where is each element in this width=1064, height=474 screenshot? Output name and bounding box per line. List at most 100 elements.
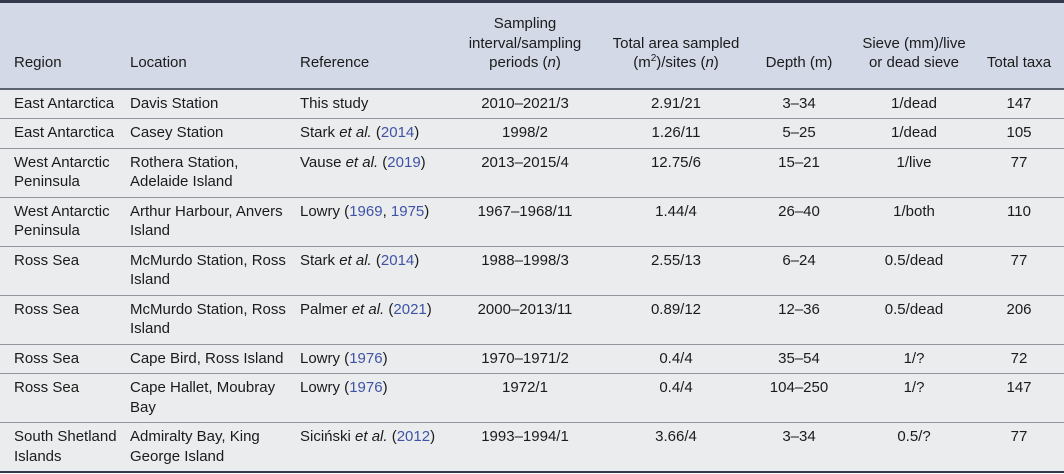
cell-area: 1.26/11 [608,118,744,148]
cell-region: West Antarctic Peninsula [0,196,126,246]
cell-taxa: 147 [974,88,1064,119]
citation-year-link[interactable]: 2019 [387,153,421,171]
cell-depth: 15–21 [744,147,854,197]
cell-depth: 104–250 [744,373,854,423]
cell-reference: Lowry (1976) [296,373,442,423]
cell-depth: 35–54 [744,343,854,374]
cell-location: Admiralty Bay, King George Island [126,422,296,472]
cell-sieve: 0.5/? [854,422,974,472]
cell-sieve: 1/both [854,196,974,246]
cell-taxa: 105 [974,118,1064,148]
column-header-location: Location [126,1,296,90]
cell-taxa: 147 [974,373,1064,423]
table-row: South Shetland Islands Admiralty Bay, Kin… [0,422,1064,472]
table-header: Region Location Reference Sampling interval… [0,1,1064,90]
cell-reference: Lowry (1969, 1975) [296,196,442,246]
cell-area: 0.4/4 [608,373,744,423]
cell-reference: Palmer et al. (2021) [296,294,442,344]
cell-area: 2.91/21 [608,88,744,119]
cell-sampling: 1970–1971/2 [442,343,608,374]
cell-reference: Vause et al. (2019) [296,147,442,197]
cell-location: McMurdo Station, Ross Island [126,294,296,344]
cell-area: 0.4/4 [608,343,744,374]
citation-year-link[interactable]: 1976 [349,349,383,367]
cell-depth: 3–34 [744,88,854,119]
cell-region: South Shetland Islands [0,422,126,472]
cell-location: Casey Station [126,118,296,148]
citation-year-link[interactable]: 1969 [349,202,383,220]
cell-reference: Lowry (1976) [296,343,442,374]
cell-location: Davis Station [126,88,296,119]
cell-sampling: 2000–2013/11 [442,294,608,344]
cell-reference: This study [296,88,442,119]
cell-reference: Stark et al. (2014) [296,118,442,148]
cell-region: Ross Sea [0,343,126,374]
cell-location: Rothera Station, Adelaide Island [126,147,296,197]
cell-region: Ross Sea [0,294,126,344]
cell-area: 0.89/12 [608,294,744,344]
column-header-sieve: Sieve (mm)/live or dead sieve [854,1,974,90]
citation-year-link[interactable]: 1975 [390,202,425,220]
citation-year-link[interactable]: 2014 [380,251,415,269]
cell-taxa: 110 [974,196,1064,246]
cell-depth: 26–40 [744,196,854,246]
table-row: Ross Sea Cape Hallet, Moubray Bay Lowry (1… [0,373,1064,423]
cell-sampling: 1972/1 [442,373,608,423]
citation-year-link[interactable]: 2021 [393,300,427,318]
cell-sieve: 0.5/dead [854,294,974,344]
cell-sampling: 1998/2 [442,118,608,148]
table-row: Ross Sea McMurdo Station, Ross Island Star… [0,245,1064,295]
cell-reference: Siciński et al. (2012) [296,422,442,472]
cell-sampling: 2010–2021/3 [442,88,608,119]
cell-taxa: 206 [974,294,1064,344]
cell-area: 3.66/4 [608,422,744,472]
cell-region: West Antarctic Peninsula [0,147,126,197]
cell-reference: Stark et al. (2014) [296,245,442,295]
table-row: West Antarctic Peninsula Rothera Station,… [0,147,1064,197]
cell-depth: 3–34 [744,422,854,472]
header-row: Region Location Reference Sampling interval… [0,1,1064,90]
cell-sieve: 1/live [854,147,974,197]
column-header-area: Total area sampled (m2)/sites (n) [608,1,744,90]
cell-sieve: 1/? [854,373,974,423]
cell-area: 1.44/4 [608,196,744,246]
column-header-region: Region [0,1,126,90]
cell-sieve: 1/dead [854,118,974,148]
citation-year-link[interactable]: 1976 [349,379,383,396]
cell-depth: 6–24 [744,245,854,295]
table-body: East Antarctica Davis Station This study 20… [0,88,1064,472]
column-header-reference: Reference [296,1,442,90]
cell-location: Cape Bird, Ross Island [126,343,296,374]
cell-region: Ross Sea [0,245,126,295]
cell-depth: 5–25 [744,118,854,148]
column-header-depth: Depth (m) [744,1,854,90]
table-row: East Antarctica Davis Station This study 20… [0,88,1064,119]
cell-area: 2.55/13 [608,245,744,295]
table-row: East Antarctica Casey Station Stark et al.… [0,118,1064,148]
table-row: Ross Sea McMurdo Station, Ross Island Palm… [0,294,1064,344]
cell-sampling: 1993–1994/1 [442,422,608,472]
cell-location: Cape Hallet, Moubray Bay [126,373,296,423]
cell-sieve: 0.5/dead [854,245,974,295]
cell-region: East Antarctica [0,88,126,119]
cell-sampling: 1967–1968/11 [442,196,608,246]
cell-sieve: 1/dead [854,88,974,119]
cell-taxa: 77 [974,422,1064,472]
cell-taxa: 77 [974,245,1064,295]
cell-location: McMurdo Station, Ross Island [126,245,296,295]
cell-sampling: 2013–2015/4 [442,147,608,197]
cell-region: Ross Sea [0,373,126,423]
citation-year-link[interactable]: 2014 [380,124,415,141]
cell-location: Arthur Harbour, Anvers Island [126,196,296,246]
cell-region: East Antarctica [0,118,126,148]
cell-sieve: 1/? [854,343,974,374]
table-row: Ross Sea Cape Bird, Ross Island Lowry (197… [0,343,1064,374]
column-header-taxa: Total taxa [974,1,1064,90]
citation-year-link[interactable]: 2012 [396,428,431,445]
cell-depth: 12–36 [744,294,854,344]
table-row: West Antarctic Peninsula Arthur Harbour, … [0,196,1064,246]
cell-taxa: 77 [974,147,1064,197]
column-header-sampling: Sampling interval/sampling periods (n) [442,1,608,90]
cell-taxa: 72 [974,343,1064,374]
